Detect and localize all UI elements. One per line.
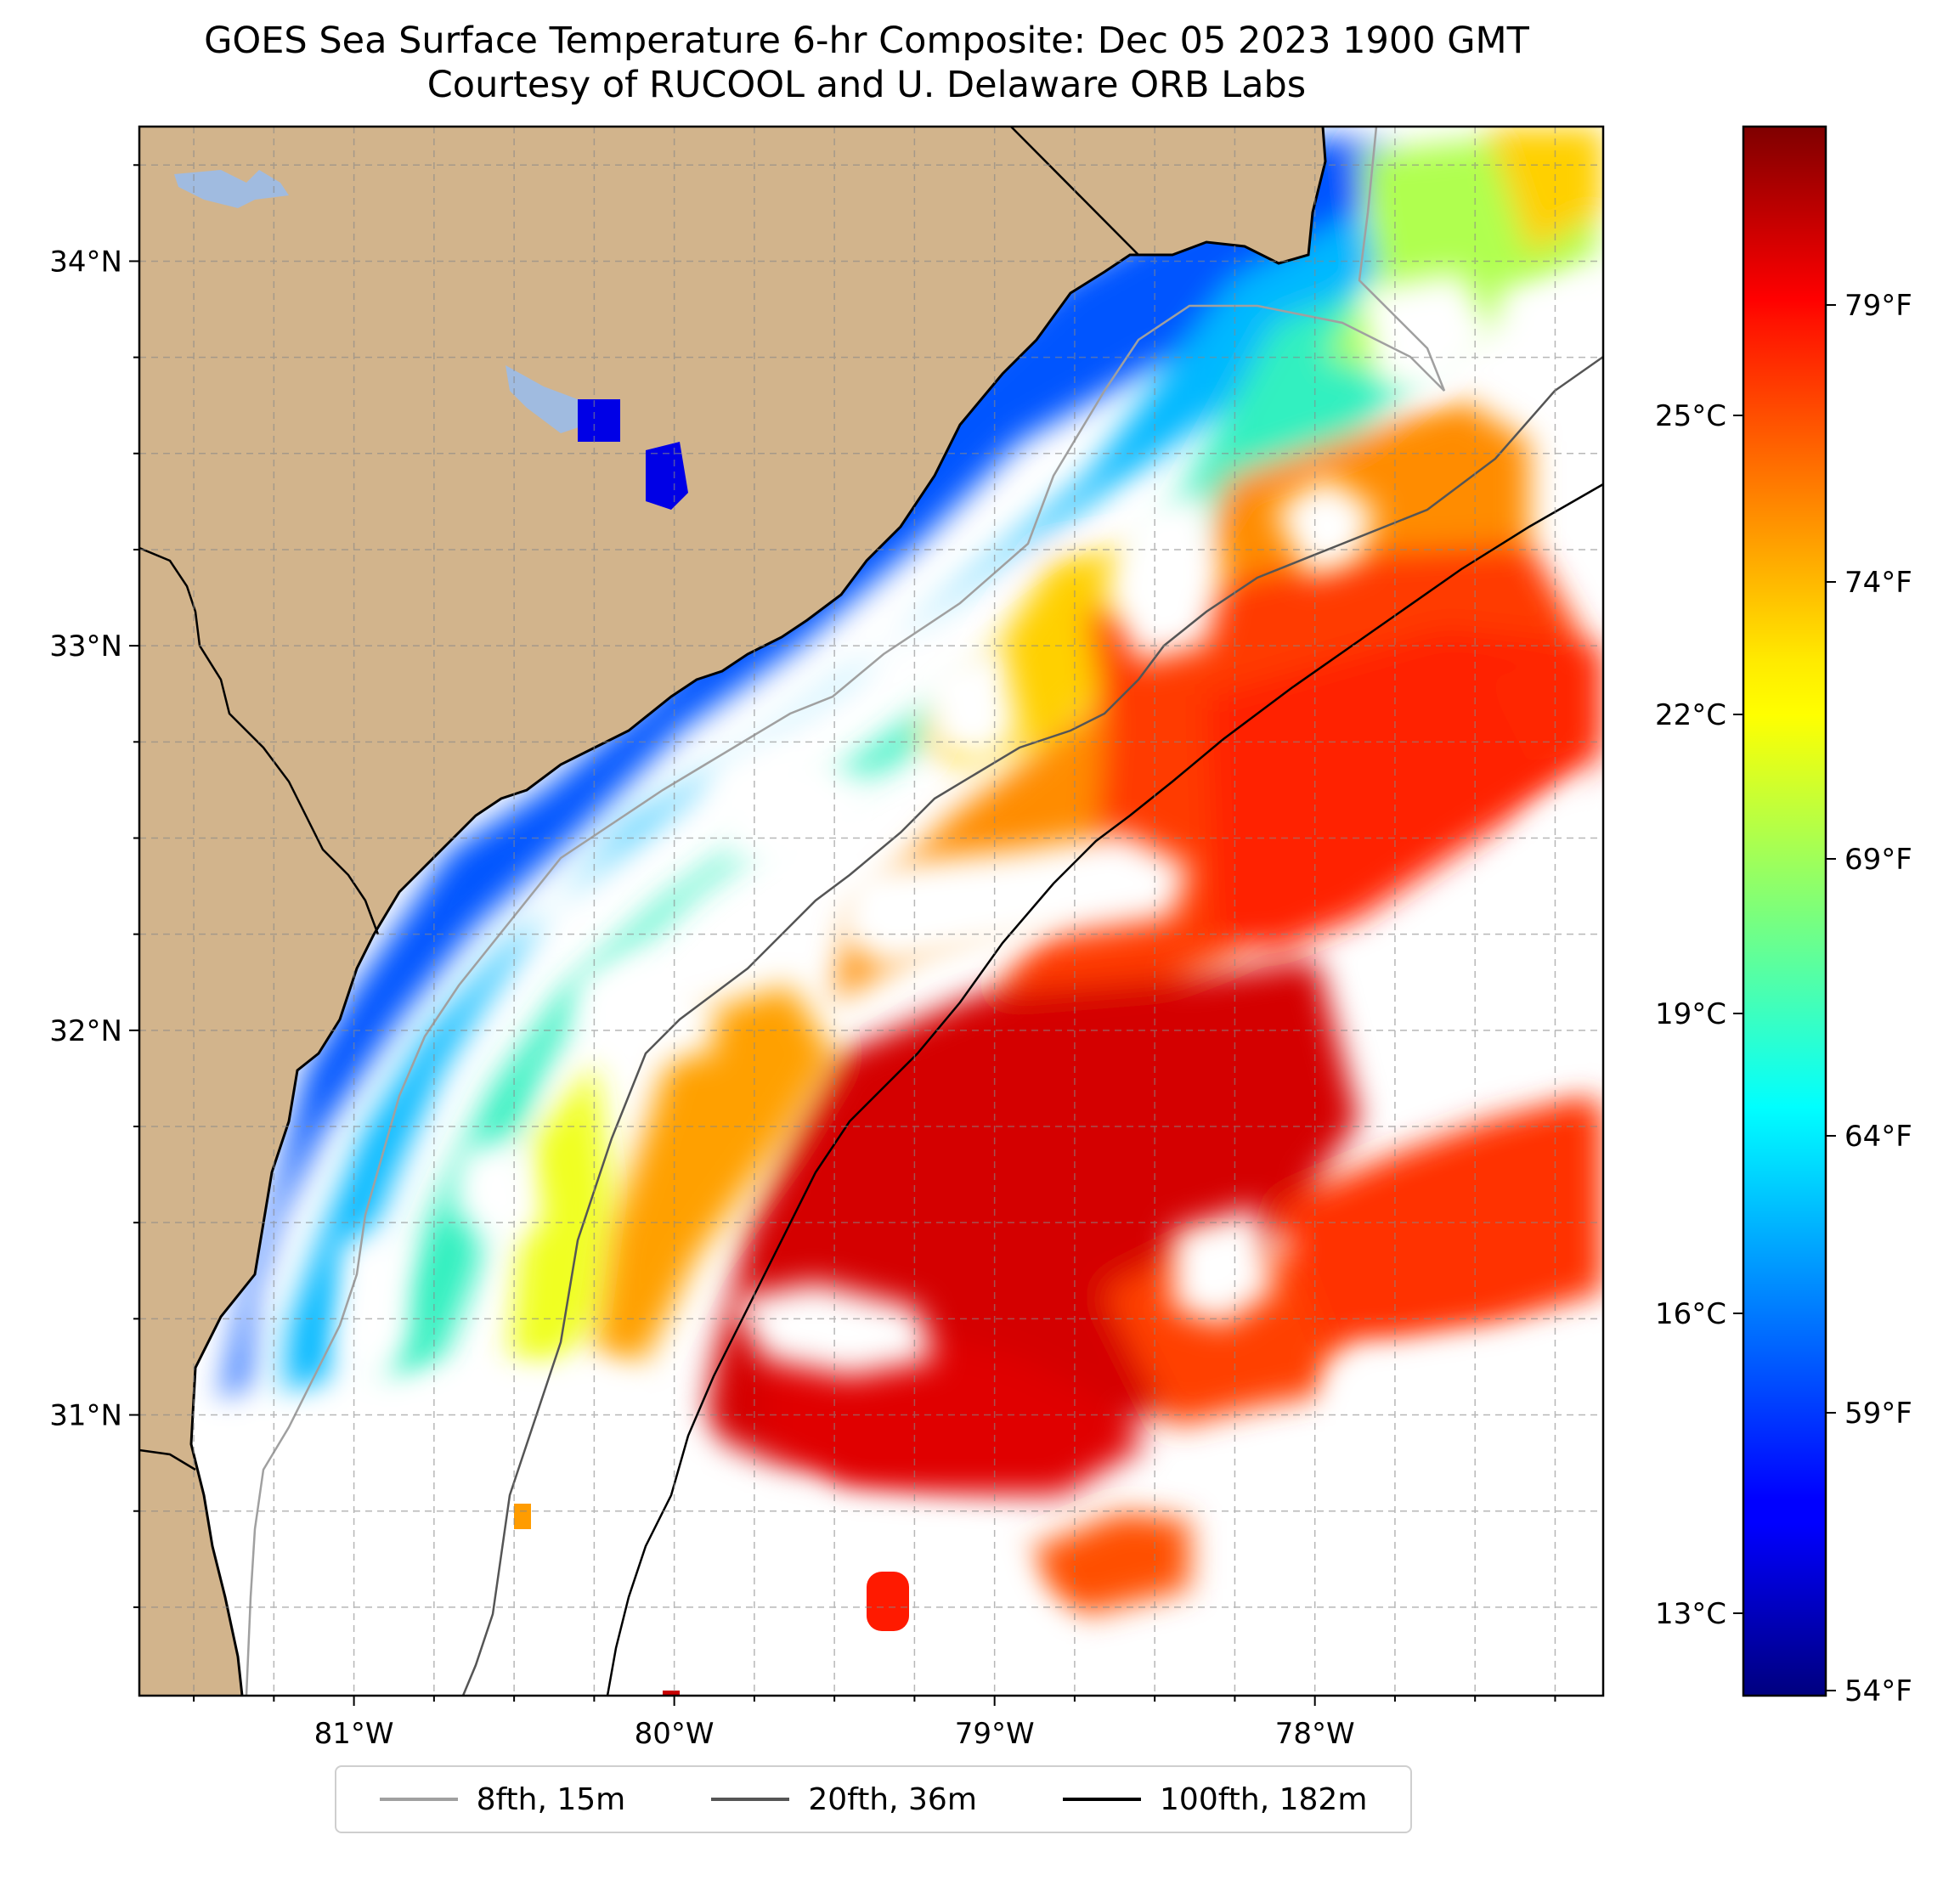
legend-label-100fth: 100fth, 182m [1160, 1781, 1368, 1817]
colorbar-fahrenheit-label: 74°F [1844, 566, 1912, 600]
y-tick-label: 34°N [49, 245, 122, 279]
colorbar-fahrenheit-label: 54°F [1844, 1674, 1912, 1708]
colorbar-fahrenheit-label: 69°F [1844, 843, 1912, 877]
land-mass [139, 127, 1325, 1696]
x-tick-label: 81°W [314, 1717, 394, 1751]
colorbar-fahrenheit-label: 79°F [1844, 289, 1912, 323]
colorbar [1742, 125, 1827, 1697]
state-border-south [139, 1448, 196, 1471]
y-tick-label: 33°N [49, 629, 122, 663]
legend-label-20fth: 20fth, 36m [808, 1781, 977, 1817]
x-tick-label: 78°W [1275, 1717, 1355, 1751]
colorbar-celsius-label: 22°C [1655, 698, 1726, 732]
lake-moultrie [506, 365, 586, 433]
colorbar-fahrenheit-axis: 54°F 59°F 64°F 69°F 74°F 79°F [1826, 289, 1912, 1708]
map-title: GOES Sea Surface Temperature 6-hr Compos… [0, 19, 1733, 107]
contour-8fth [245, 127, 1446, 1696]
colorbar-fahrenheit-label: 59°F [1844, 1397, 1912, 1431]
lake-marion-upper [174, 170, 289, 208]
lake-sst-patch-1 [578, 399, 620, 442]
legend-entry-8fth: 8fth, 15m [379, 1781, 626, 1817]
x-axis: 81°W 80°W 79°W 78°W [193, 1696, 1556, 1751]
y-axis: 31°N 32°N 33°N 34°N [49, 164, 139, 1608]
colorbar-celsius-label: 16°C [1655, 1297, 1726, 1331]
title-line-2: Courtesy of RUCOOL and U. Delaware ORB L… [426, 64, 1307, 106]
legend-swatch-20fth [711, 1798, 790, 1801]
legend-label-8fth: 8fth, 15m [476, 1781, 626, 1817]
y-tick-label: 31°N [49, 1399, 122, 1433]
lake-sst-patch-2 [646, 442, 688, 510]
legend-entry-100fth: 100fth, 182m [1063, 1782, 1367, 1817]
depth-contour-legend: 8fth, 15m 20fth, 36m 100fth, 182m [335, 1765, 1412, 1833]
colorbar-celsius-label: 13°C [1655, 1597, 1726, 1631]
legend-swatch-100fth [1063, 1798, 1142, 1801]
sst-small-patches [514, 1504, 909, 1696]
map-frame [138, 125, 1605, 1697]
y-tick-label: 32°N [49, 1014, 122, 1048]
colorbar-celsius-label: 25°C [1655, 399, 1726, 433]
colorbar-celsius-label: 19°C [1655, 997, 1726, 1031]
legend-swatch-8fth [379, 1798, 458, 1801]
title-line-1: GOES Sea Surface Temperature 6-hr Compos… [204, 20, 1529, 62]
cloud-gaps [139, 272, 1603, 1696]
colorbar-celsius-axis: 13°C 16°C 19°C 22°C 25°C [1655, 399, 1743, 1631]
map-gridlines [139, 127, 1603, 1696]
legend-entry-20fth: 20fth, 36m [711, 1782, 977, 1817]
colorbar-fahrenheit-label: 64°F [1844, 1120, 1912, 1154]
coastline [189, 127, 1327, 1696]
x-tick-label: 80°W [635, 1717, 715, 1751]
x-tick-label: 79°W [955, 1717, 1035, 1751]
state-border-sc-ga [139, 546, 380, 935]
